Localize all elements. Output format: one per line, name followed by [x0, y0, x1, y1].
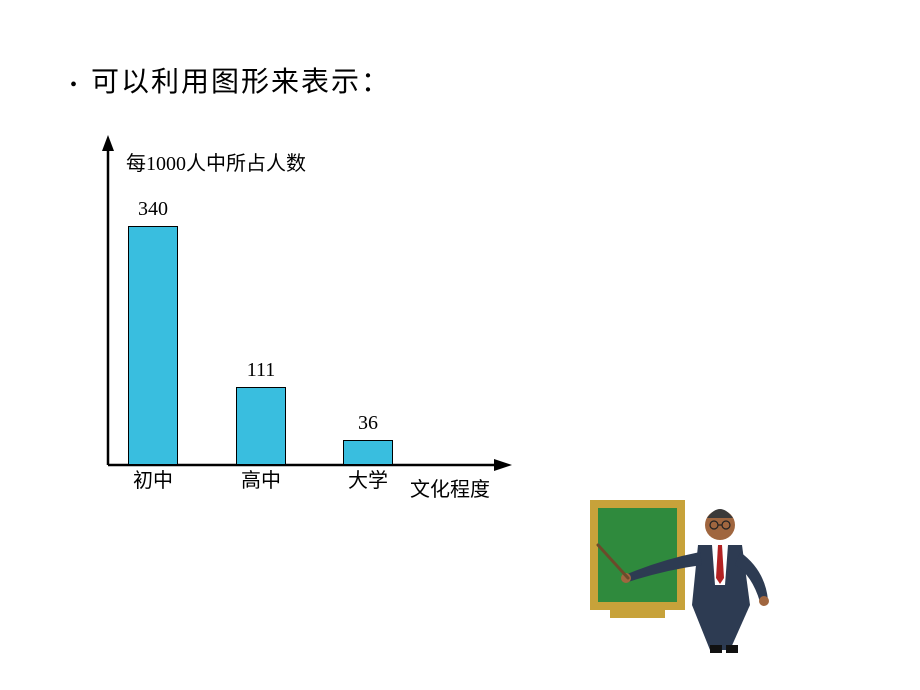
- bar-rect-2: [343, 440, 393, 465]
- title-row: • 可以利用图形来表示：: [70, 60, 391, 100]
- bar-value-2: 36: [343, 412, 393, 435]
- teacher-illustration: [580, 490, 780, 655]
- teacher-icon: [580, 490, 780, 655]
- bar-rect-1: [236, 387, 286, 465]
- bar-chart: 每1000人中所占人数 文化程度 340初中111高中36大学: [100, 135, 550, 515]
- bar-value-1: 111: [236, 359, 286, 382]
- board-fill: [598, 508, 677, 602]
- teacher-shoe-left: [710, 645, 722, 653]
- bar-category-2: 大学: [343, 464, 393, 493]
- teacher-shoe-right: [726, 645, 738, 653]
- bar-category-0: 初中: [128, 464, 178, 493]
- bar-category-1: 高中: [236, 464, 286, 493]
- board-ledge: [610, 610, 665, 618]
- bar-2: 36大学: [343, 440, 393, 465]
- bar-value-0: 340: [128, 198, 178, 221]
- teacher-hair: [707, 509, 733, 518]
- bar-0: 340初中: [128, 226, 178, 465]
- bar-rect-0: [128, 226, 178, 465]
- bullet-icon: •: [70, 74, 77, 97]
- bar-1: 111高中: [236, 387, 286, 465]
- slide-title: 可以利用图形来表示：: [91, 60, 391, 100]
- teacher-hand-right: [759, 596, 769, 606]
- bars-container: 340初中111高中36大学: [100, 135, 550, 515]
- slide: • 可以利用图形来表示： 每1000人中所占人数 文化程度 340初中111高中…: [0, 0, 920, 690]
